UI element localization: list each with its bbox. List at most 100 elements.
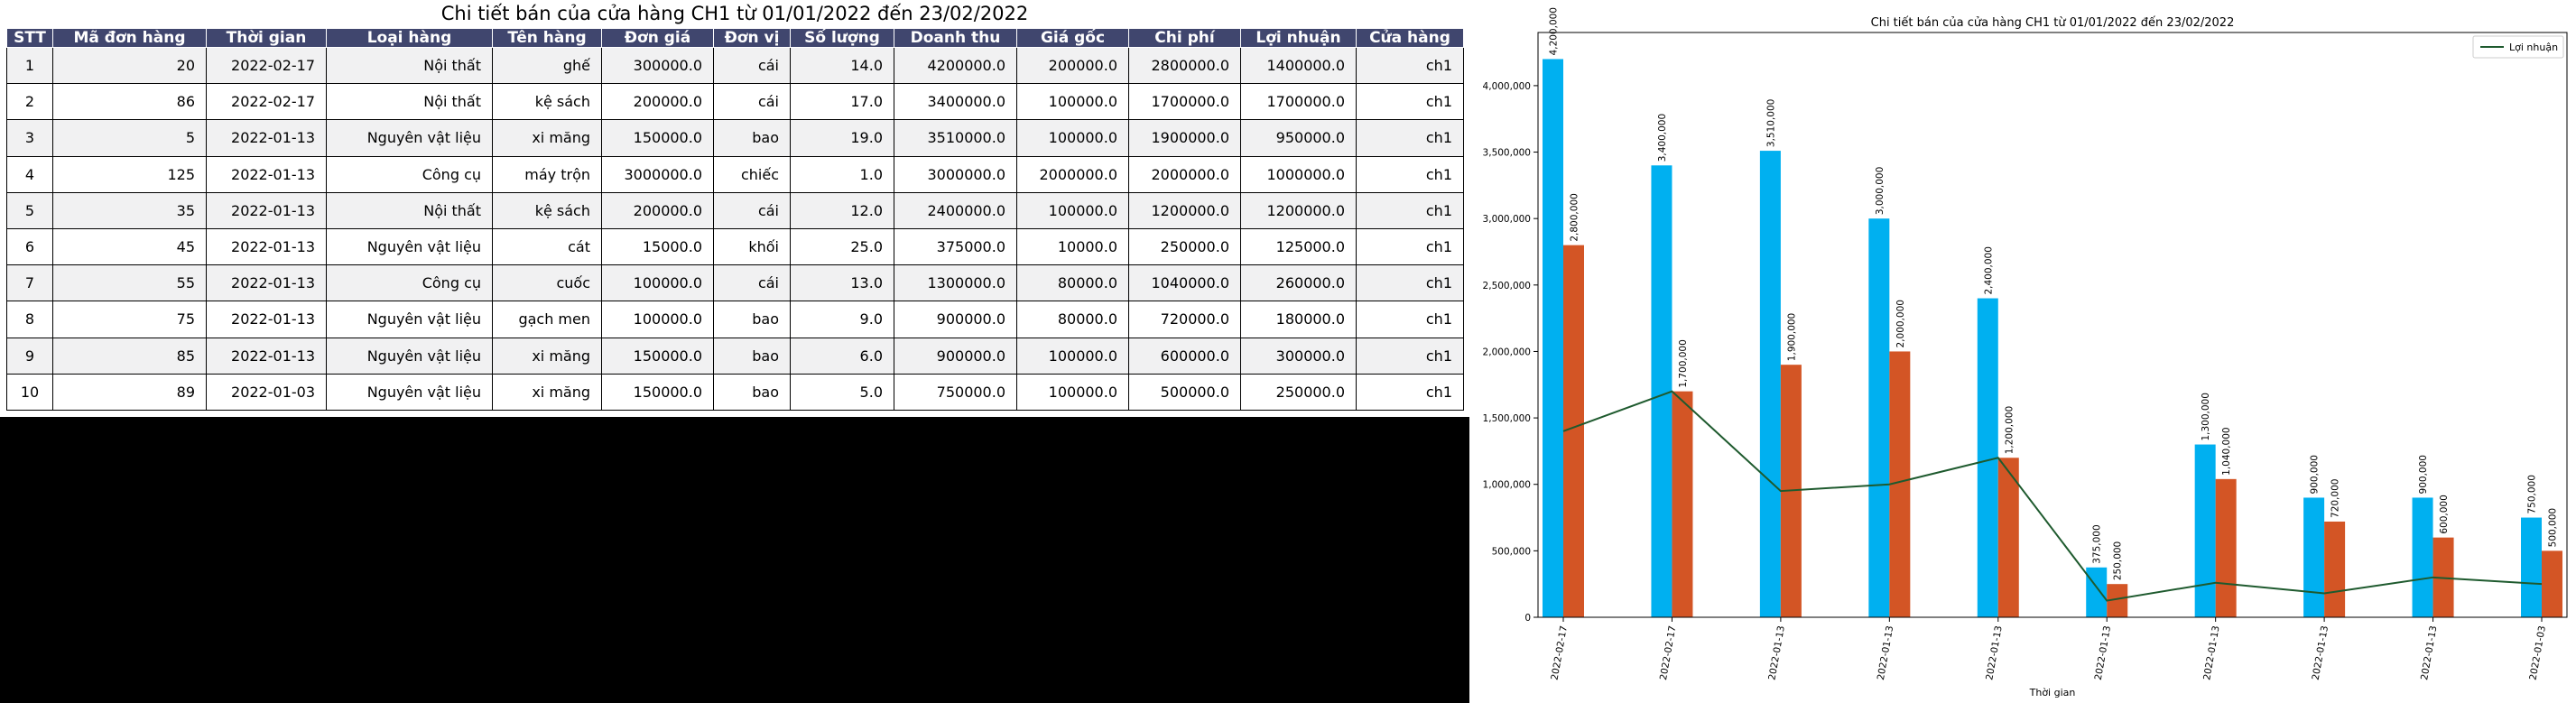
table-cell: ch1: [1356, 373, 1464, 412]
table-cell: ch1: [1356, 119, 1464, 157]
table-cell: 250000.0: [1240, 373, 1357, 412]
bar: [2542, 550, 2562, 617]
table-row: 4 125 2022-01-13 Công cụ máy trộn 3000000.0 ch…: [6, 155, 1464, 193]
table-cell: ch1: [1356, 264, 1464, 302]
y-tick-label: 3,000,000: [1483, 214, 1531, 225]
table-cell: 17.0: [790, 83, 894, 121]
table-cell: 7: [6, 264, 53, 302]
table-cell: ch1: [1356, 337, 1464, 375]
table-cell: gạch men: [492, 301, 602, 338]
y-tick-label: 1,000,000: [1483, 480, 1531, 491]
column-header: Giá gốc: [1016, 28, 1129, 48]
x-tick-label: 2022-02-17: [1550, 624, 1570, 680]
y-tick-label: 500,000: [1492, 546, 1531, 557]
table-cell: 1040000.0: [1128, 264, 1241, 302]
bar-value-label: 2,000,000: [1895, 300, 1906, 347]
table-cell: 1.0: [790, 155, 894, 193]
x-axis-label: Thời gian: [2029, 687, 2076, 698]
table-cell: 180000.0: [1240, 301, 1357, 338]
table-cell: Công cụ: [326, 155, 493, 193]
table-cell: 5: [6, 191, 53, 229]
y-tick-label: 2,500,000: [1483, 281, 1531, 291]
table-cell: 125: [52, 155, 207, 193]
table-row: 7 55 2022-01-13 Công cụ cuốc 100000.0 cái 13.0 1…: [6, 264, 1464, 302]
bar: [2521, 517, 2542, 617]
bar: [2086, 567, 2108, 617]
table-row: 8 75 2022-01-13 Nguyên vật liệu gạch men 1000…: [6, 301, 1464, 338]
column-header: Lợi nhuận: [1240, 28, 1357, 48]
bar: [1759, 151, 1781, 617]
table-cell: 10000.0: [1016, 227, 1129, 266]
bar-value-label: 2,800,000: [1570, 193, 1580, 241]
table-cell: ghế: [492, 46, 602, 85]
table-cell: Nội thất: [326, 191, 493, 229]
table-cell: 3000000.0: [601, 155, 714, 193]
table-cell: 55: [52, 264, 207, 302]
bar-value-label: 720,000: [2330, 479, 2341, 518]
table-cell: xi măng: [492, 373, 602, 412]
table-row: 1 20 2022-02-17 Nội thất ghế 300000.0 cái 14.0 4…: [6, 46, 1464, 85]
table-cell: 35: [52, 191, 207, 229]
table-cell: 15000.0: [601, 227, 714, 266]
table-cell: 720000.0: [1128, 301, 1241, 338]
bar: [1563, 245, 1584, 617]
table-cell: 500000.0: [1128, 373, 1241, 412]
table-cell: 13.0: [790, 264, 894, 302]
bar: [2194, 444, 2216, 617]
table-cell: 75: [52, 301, 207, 338]
bar: [1977, 298, 1998, 617]
table-cell: 300000.0: [1240, 337, 1357, 375]
y-tick-label: 3,500,000: [1483, 148, 1531, 159]
table-cell: ch1: [1356, 46, 1464, 85]
table-cell: 260000.0: [1240, 264, 1357, 302]
table-cell: cái: [713, 46, 791, 85]
table-cell: 25.0: [790, 227, 894, 266]
table-row: 5 35 2022-01-13 Nội thất kệ sách 200000.0 cái 1…: [6, 191, 1464, 229]
table-row: 6 45 2022-01-13 Nguyên vật liệu cát 15000.0 kh…: [6, 227, 1464, 266]
table-cell: 300000.0: [601, 46, 714, 85]
chart-title: Chi tiết bán của cửa hàng CH1 từ 01/01/2…: [1871, 16, 2235, 30]
table-cell: 1400000.0: [1240, 46, 1357, 85]
table-cell: 9: [6, 337, 53, 375]
table-cell: 3: [6, 119, 53, 157]
bar-value-label: 900,000: [2310, 455, 2321, 494]
table-cell: 1300000.0: [894, 264, 1017, 302]
bar: [1997, 458, 2019, 617]
bar-value-label: 1,900,000: [1786, 313, 1797, 361]
table-cell: 2800000.0: [1128, 46, 1241, 85]
bar-value-label: 900,000: [2418, 455, 2429, 494]
table-cell: 2022-01-13: [206, 227, 327, 266]
column-header: Doanh thu: [894, 28, 1017, 48]
bar: [2107, 584, 2128, 617]
table-row: 10 89 2022-01-03 Nguyên vật liệu xi măng 1500…: [6, 373, 1464, 412]
legend-box: [2472, 35, 2564, 59]
table-cell: Nội thất: [326, 83, 493, 121]
table-cell: 100000.0: [1016, 191, 1129, 229]
table-cell: 14.0: [790, 46, 894, 85]
table-cell: 2022-01-13: [206, 155, 327, 193]
table-cell: xi măng: [492, 119, 602, 157]
table-cell: 2022-01-13: [206, 264, 327, 302]
x-tick-label: 2022-01-13: [2093, 624, 2113, 680]
table-cell: bao: [713, 373, 791, 412]
table-cell: 150000.0: [601, 373, 714, 412]
y-tick-label: 0: [1524, 613, 1531, 624]
table-row: 3 5 2022-01-13 Nguyên vật liệu xi măng 150000…: [6, 119, 1464, 157]
table-cell: 5: [52, 119, 207, 157]
table-cell: 2000000.0: [1128, 155, 1241, 193]
plot-frame: [1537, 32, 2568, 618]
bar-value-label: 600,000: [2439, 495, 2450, 533]
table-cell: 6.0: [790, 337, 894, 375]
table-cell: 3400000.0: [894, 83, 1017, 121]
table-cell: Công cụ: [326, 264, 493, 302]
bar: [1868, 218, 1890, 617]
table-cell: bao: [713, 119, 791, 157]
y-tick-label: 2,000,000: [1483, 347, 1531, 357]
bar-value-label: 4,200,000: [1549, 7, 1560, 55]
table-cell: 150000.0: [601, 337, 714, 375]
column-header: STT: [6, 28, 53, 48]
chart-panel: Chi tiết bán của cửa hàng CH1 từ 01/01/2…: [1469, 0, 2576, 703]
table-cell: 200000.0: [601, 83, 714, 121]
table-cell: 1000000.0: [1240, 155, 1357, 193]
table-cell: 100000.0: [601, 264, 714, 302]
